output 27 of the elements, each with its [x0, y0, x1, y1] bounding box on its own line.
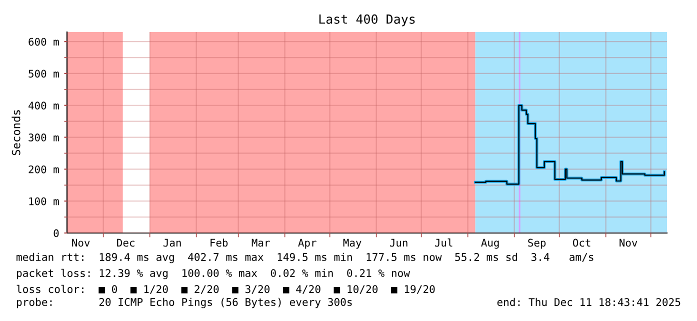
x-tick-label: Aug — [481, 238, 499, 249]
y-tick-label: 300 m — [28, 134, 59, 142]
x-tick-label: Dec — [117, 238, 134, 247]
text: packet loss: 12.39 % avg 100.00 % max 0.02 % min 0.21 % now — [16, 268, 410, 280]
x-tick-label: Nov — [72, 238, 90, 247]
x-tick-label: Jan — [163, 238, 181, 247]
x-tick-label: Oct — [573, 238, 590, 247]
text: end: Thu Dec 11 18:43:41 2025 — [497, 298, 680, 306]
y-tick-label: 100 m — [29, 197, 59, 206]
x-tick-label: May — [343, 238, 362, 249]
x-tick-label: Mar — [252, 238, 270, 247]
chart-title: Last 400 Days — [319, 14, 415, 26]
y-tick-label: 400 m — [28, 102, 59, 110]
y-tick-label: 0 — [54, 229, 59, 238]
x-tick-label: Feb — [210, 238, 228, 247]
text: median rtt: 189.4 ms avg 402.7 ms max 149.5 ms min 177.5 ms now 55.2 ms sd 3.4 am/s — [16, 252, 594, 264]
text: loss color: ■ 0 ■ 1/20 ■ 2/20 ■ 3/20 ■ 4/20 ■ 10/20 ■ 19/20 — [16, 284, 435, 294]
y-tick-label: 600 m — [28, 38, 59, 46]
x-tick-label: Sep — [528, 238, 546, 249]
y-tick-label: 500 m — [28, 70, 59, 78]
text: probe: 20 ICMP Echo Pings (56 Bytes) every 300s — [16, 298, 352, 308]
x-tick-label: Jun — [390, 238, 408, 247]
x-tick-label: Apr — [298, 238, 316, 249]
y-axis-title: Seconds — [12, 110, 20, 156]
y-tick-label: 200 m — [28, 165, 59, 174]
x-tick-label: Jul — [434, 238, 452, 247]
x-tick-label: Nov — [620, 238, 638, 247]
